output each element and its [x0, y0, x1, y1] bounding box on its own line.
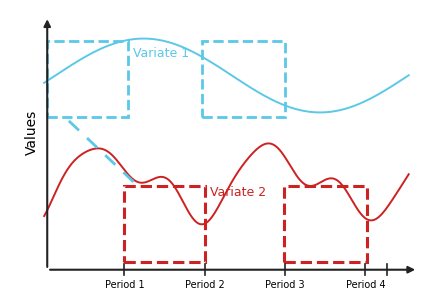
- Text: Variate 1: Variate 1: [133, 47, 189, 60]
- Bar: [47, 41, 128, 117]
- Text: Period 3: Period 3: [266, 280, 305, 290]
- Text: Period 4: Period 4: [346, 280, 385, 290]
- Bar: [202, 41, 285, 117]
- Bar: [284, 186, 368, 262]
- Bar: [125, 186, 205, 262]
- Text: Period 2: Period 2: [185, 280, 225, 290]
- Text: Variate 2: Variate 2: [210, 186, 266, 199]
- Text: Period 1: Period 1: [105, 280, 144, 290]
- Text: Values: Values: [25, 110, 39, 155]
